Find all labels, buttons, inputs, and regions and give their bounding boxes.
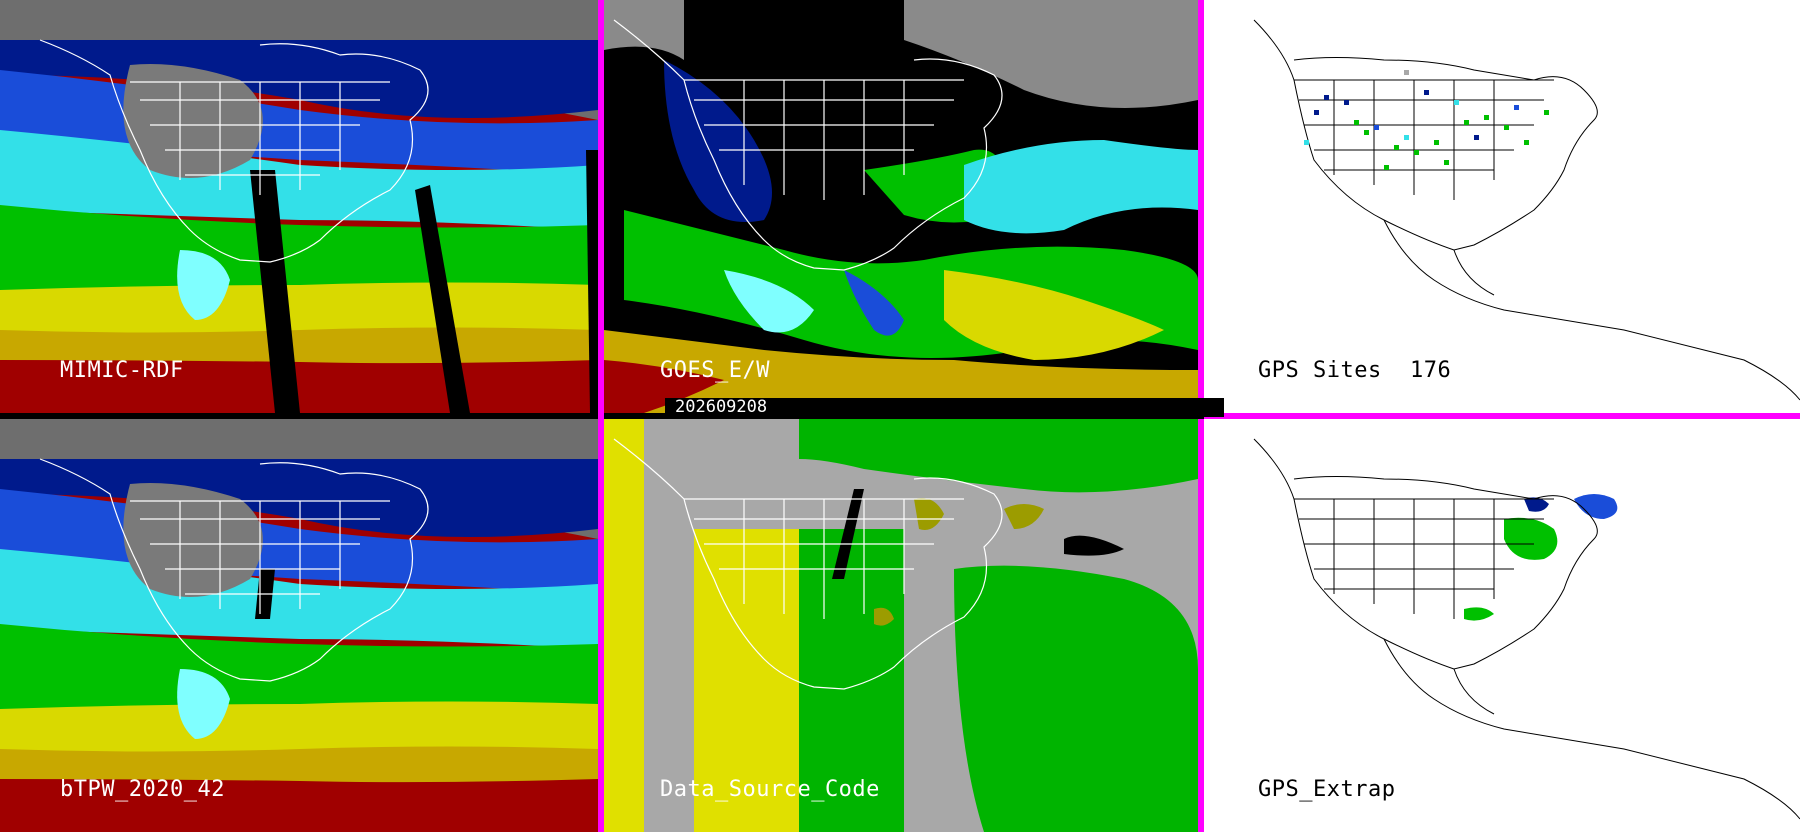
gps-extrap-label: GPS_Extrap xyxy=(1258,777,1396,802)
gps-sites-label: GPS Sites xyxy=(1258,358,1382,383)
gps-sites-map xyxy=(1204,0,1800,413)
date-bar: 202609208 xyxy=(665,398,1224,417)
gps-site-markers xyxy=(1304,70,1549,170)
gps-sites-count: 176 xyxy=(1410,358,1452,383)
source-code-panel: Data_Source_Code xyxy=(604,419,1198,832)
gps-extrap-panel: GPS_Extrap xyxy=(1204,419,1800,832)
goes-map xyxy=(604,0,1198,413)
divider-horizontal-right xyxy=(1204,413,1800,419)
divider-vertical-bottom xyxy=(1198,419,1204,832)
btpw-label: bTPW_2020_42 xyxy=(60,777,225,802)
mimic-rdf-panel: MIMIC-RDF xyxy=(0,0,598,413)
gps-sites-panel: GPS Sites 176 xyxy=(1204,0,1800,413)
goes-panel: GOES_E/W xyxy=(604,0,1198,413)
divider-vertical-left xyxy=(598,0,604,832)
btpw-panel: bTPW_2020_42 xyxy=(0,419,598,832)
btpw-map xyxy=(0,419,598,832)
divider-vertical-right xyxy=(1198,0,1204,413)
mimic-rdf-map xyxy=(0,0,598,413)
source-code-map xyxy=(604,419,1198,832)
gps-extrap-map xyxy=(1204,419,1800,832)
goes-label: GOES_E/W xyxy=(660,358,770,383)
mimic-rdf-label: MIMIC-RDF xyxy=(60,358,184,383)
source-code-label: Data_Source_Code xyxy=(660,777,880,802)
